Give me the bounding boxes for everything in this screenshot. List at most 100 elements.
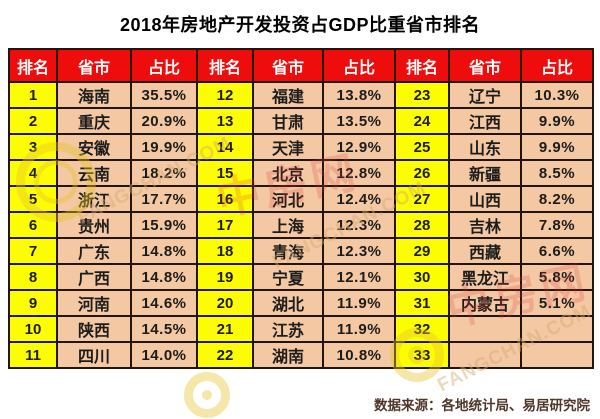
column-header-rank: 排名: [394, 48, 450, 83]
ratio-cell: 7.8%: [520, 211, 594, 239]
rank-cell: 13: [196, 107, 254, 135]
province-cell: 湖北: [252, 289, 324, 317]
rank-cell: 19: [196, 263, 254, 291]
province-cell: [448, 315, 522, 343]
ratio-cell: 8.2%: [520, 185, 594, 213]
province-cell: 辽宁: [448, 81, 522, 109]
ratio-cell: 13.8%: [322, 81, 396, 109]
province-cell: 黑龙江: [448, 263, 522, 291]
ratio-cell: 10.3%: [520, 81, 594, 109]
rank-cell: 18: [196, 237, 254, 265]
rank-cell: 10: [8, 315, 58, 343]
rank-cell: 28: [394, 211, 450, 239]
table-row: 3 安徽 19.9% 14 天津 12.9% 25 山东 9.9%: [8, 133, 594, 161]
ratio-cell: 35.5%: [130, 81, 198, 109]
column-header-ratio: 占比: [130, 48, 198, 83]
rank-cell: 20: [196, 289, 254, 317]
rank-cell: 2: [8, 107, 58, 135]
province-cell: 重庆: [56, 107, 132, 135]
province-cell: 新疆: [448, 159, 522, 187]
rank-cell: 7: [8, 237, 58, 265]
ratio-cell: 20.9%: [130, 107, 198, 135]
province-cell: 青海: [252, 237, 324, 265]
rank-cell: 29: [394, 237, 450, 265]
rank-cell: 26: [394, 159, 450, 187]
province-cell: 安徽: [56, 133, 132, 161]
province-cell: 北京: [252, 159, 324, 187]
column-header-ratio: 占比: [322, 48, 396, 83]
province-cell: 宁夏: [252, 263, 324, 291]
province-cell: 山西: [448, 185, 522, 213]
province-cell: 河南: [56, 289, 132, 317]
province-cell: 陕西: [56, 315, 132, 343]
province-cell: 四川: [56, 341, 132, 369]
table-row: 5 浙江 17.7% 16 河北 12.4% 27 山西 8.2%: [8, 185, 594, 213]
table-row: 10 陕西 14.5% 21 江苏 11.9% 32: [8, 315, 594, 343]
rank-cell: 17: [196, 211, 254, 239]
province-cell: 海南: [56, 81, 132, 109]
ratio-cell: 10.8%: [322, 341, 396, 369]
rank-cell: 23: [394, 81, 450, 109]
province-cell: [448, 341, 522, 369]
ratio-cell: 14.0%: [130, 341, 198, 369]
column-header-province: 省市: [448, 48, 522, 83]
table-row: 6 贵州 15.9% 17 上海 12.3% 28 吉林 7.8%: [8, 211, 594, 239]
ratio-cell: 8.5%: [520, 159, 594, 187]
table-row: 11 四川 14.0% 22 湖南 10.8% 33: [8, 341, 594, 369]
rank-cell: 6: [8, 211, 58, 239]
ratio-cell: 19.9%: [130, 133, 198, 161]
rank-cell: 32: [394, 315, 450, 343]
ratio-cell: 17.7%: [130, 185, 198, 213]
province-cell: 云南: [56, 159, 132, 187]
ranking-table: 排名 省市 占比 排名 省市 占比 排名 省市 占比 1 海南 35.5% 12 福建 13.8% 23 辽宁…: [8, 48, 594, 369]
table-row: 4 云南 18.2% 15 北京 12.8% 26 新疆 8.5%: [8, 159, 594, 187]
province-cell: 江西: [448, 107, 522, 135]
column-header-rank: 排名: [8, 48, 58, 83]
ratio-cell: 14.6%: [130, 289, 198, 317]
ratio-cell: 14.5%: [130, 315, 198, 343]
rank-cell: 3: [8, 133, 58, 161]
table-row: 7 广东 14.8% 18 青海 12.3% 29 西藏 6.6%: [8, 237, 594, 265]
ratio-cell: 13.5%: [322, 107, 396, 135]
ratio-cell: 12.1%: [322, 263, 396, 291]
province-cell: 甘肃: [252, 107, 324, 135]
column-header-province: 省市: [252, 48, 324, 83]
rank-cell: 22: [196, 341, 254, 369]
ratio-cell: 9.9%: [520, 107, 594, 135]
table-header-row: 排名 省市 占比 排名 省市 占比 排名 省市 占比: [8, 48, 594, 83]
province-cell: 西藏: [448, 237, 522, 265]
rank-cell: 24: [394, 107, 450, 135]
ratio-cell: 5.8%: [520, 263, 594, 291]
coin-watermark: [184, 372, 230, 418]
ratio-cell: 12.9%: [322, 133, 396, 161]
rank-cell: 30: [394, 263, 450, 291]
table-row: 8 广西 14.8% 19 宁夏 12.1% 30 黑龙江 5.8%: [8, 263, 594, 291]
ratio-cell: [520, 315, 594, 343]
rank-cell: 16: [196, 185, 254, 213]
rank-cell: 27: [394, 185, 450, 213]
rank-cell: 15: [196, 159, 254, 187]
ratio-cell: 9.9%: [520, 133, 594, 161]
province-cell: 广西: [56, 263, 132, 291]
rank-cell: 5: [8, 185, 58, 213]
ratio-cell: 5.1%: [520, 289, 594, 317]
ratio-cell: 18.2%: [130, 159, 198, 187]
ratio-cell: 14.8%: [130, 263, 198, 291]
rank-cell: 1: [8, 81, 58, 109]
ratio-cell: 15.9%: [130, 211, 198, 239]
rank-cell: 21: [196, 315, 254, 343]
ratio-cell: 12.3%: [322, 211, 396, 239]
province-cell: 吉林: [448, 211, 522, 239]
province-cell: 河北: [252, 185, 324, 213]
rank-cell: 25: [394, 133, 450, 161]
ratio-cell: 14.8%: [130, 237, 198, 265]
table-row: 9 河南 14.6% 20 湖北 11.9% 31 内蒙古 5.1%: [8, 289, 594, 317]
province-cell: 福建: [252, 81, 324, 109]
ratio-cell: 12.8%: [322, 159, 396, 187]
rank-cell: 14: [196, 133, 254, 161]
table-row: 1 海南 35.5% 12 福建 13.8% 23 辽宁 10.3%: [8, 81, 594, 109]
rank-cell: 33: [394, 341, 450, 369]
province-cell: 江苏: [252, 315, 324, 343]
province-cell: 广东: [56, 237, 132, 265]
